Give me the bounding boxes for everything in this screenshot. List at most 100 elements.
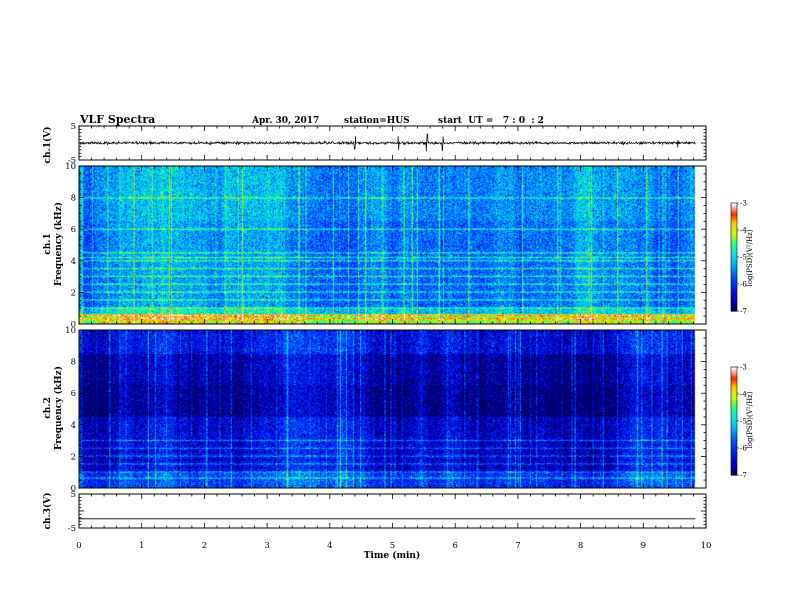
y-tick-label: 10 xyxy=(65,326,76,336)
colorbar-swatch xyxy=(731,307,737,310)
colorbar-swatch xyxy=(731,226,737,229)
colorbar-swatch xyxy=(731,408,737,411)
colorbar-swatch xyxy=(731,248,737,251)
colorbar-tick-label: -3 xyxy=(740,200,747,208)
colorbar-swatch xyxy=(731,291,737,294)
colorbar-swatch xyxy=(731,453,737,456)
x-tick-label: 8 xyxy=(578,541,583,551)
colorbar-swatch xyxy=(731,210,737,213)
colorbar-swatch xyxy=(731,439,737,442)
colorbar-swatch xyxy=(731,264,737,267)
colorbar-swatch xyxy=(731,430,737,433)
colorbar-swatch xyxy=(731,237,737,240)
colorbar-tick-label: -6 xyxy=(740,281,747,289)
colorbar-swatch xyxy=(731,448,737,451)
colorbar-swatch xyxy=(731,457,737,460)
x-tick-label: 10 xyxy=(701,541,712,551)
colorbar-swatch xyxy=(731,309,737,312)
colorbar-swatch xyxy=(731,267,737,271)
colorbar-swatch xyxy=(731,303,737,307)
colorbar-swatch xyxy=(731,437,737,440)
colorbar-swatch xyxy=(731,376,737,379)
colorbar-swatch xyxy=(731,469,737,472)
colorbar-swatch xyxy=(731,206,737,209)
colorbar-swatch xyxy=(731,395,737,399)
colorbar-swatch xyxy=(731,388,737,391)
panel-frame xyxy=(78,125,707,161)
colorbar-swatch xyxy=(731,381,737,384)
x-tick-label: 2 xyxy=(202,541,207,551)
colorbar-swatch xyxy=(731,239,737,242)
colorbar-swatch xyxy=(731,467,737,471)
colorbar-swatch xyxy=(731,431,737,435)
time-axis-label: Time (min) xyxy=(364,550,421,561)
colorbar-swatch xyxy=(731,404,737,408)
colorbar-swatch xyxy=(731,401,737,404)
colorbar-tick-label: -5 xyxy=(740,254,747,262)
colorbar-swatch xyxy=(731,406,737,409)
colorbar-swatch xyxy=(731,368,737,372)
colorbar-swatch xyxy=(731,415,737,418)
colorbar-swatch xyxy=(731,394,737,397)
ch1-colorbar: log(PSD)(V²/Hz) -3 -4 -5 -6 -7 xyxy=(730,200,754,316)
colorbar-swatch xyxy=(731,253,737,256)
panel-frame xyxy=(78,165,707,325)
colorbar-swatch xyxy=(731,233,737,236)
y-tick-label: 8 xyxy=(71,358,76,368)
y-tick-label: 0 xyxy=(71,484,76,494)
colorbar-swatch xyxy=(731,203,737,206)
colorbar-swatch xyxy=(731,235,737,238)
colorbar-swatch xyxy=(731,224,737,227)
ch1-waveform-panel: 5 -5 xyxy=(68,122,707,166)
colorbar-swatch xyxy=(731,258,737,262)
colorbar-swatch xyxy=(731,222,737,226)
y-tick-label: 4 xyxy=(71,257,76,267)
colorbar-swatch xyxy=(731,383,737,386)
colorbar-swatch xyxy=(731,421,737,424)
colorbar-swatch xyxy=(731,374,737,377)
y-tick-label: 5 xyxy=(71,490,76,500)
colorbar-swatch xyxy=(731,399,737,402)
colorbar-swatch xyxy=(731,397,737,400)
colorbar-swatch xyxy=(731,266,737,269)
x-tick-label: 4 xyxy=(327,541,332,551)
colorbar-swatch xyxy=(731,442,737,445)
colorbar-swatch xyxy=(731,244,737,247)
colorbar-swatch xyxy=(731,242,737,245)
colorbar-swatch xyxy=(731,446,737,449)
colorbar-swatch xyxy=(731,221,737,224)
colorbar-swatch xyxy=(731,426,737,429)
x-tick-label: 0 xyxy=(76,541,81,551)
colorbar-swatch xyxy=(731,249,737,253)
colorbar-swatch xyxy=(731,444,737,447)
colorbar-swatch xyxy=(731,435,737,438)
colorbar-swatch xyxy=(731,271,737,274)
colorbar-swatch xyxy=(731,464,737,467)
colorbar-swatch xyxy=(731,462,737,465)
colorbar-tick-label: -5 xyxy=(740,418,747,426)
colorbar-swatch xyxy=(731,293,737,296)
colorbar-swatch xyxy=(731,212,737,215)
x-tick-label: 1 xyxy=(139,541,144,551)
colorbar-swatch xyxy=(731,257,737,260)
x-tick-label: 5 xyxy=(390,541,395,551)
x-tick-label: 9 xyxy=(641,541,646,551)
colorbar-tick-label: -6 xyxy=(740,445,747,453)
colorbar-swatch xyxy=(731,428,737,431)
colorbar-swatch xyxy=(731,367,737,370)
colorbar-swatch xyxy=(731,298,737,301)
colorbar-swatch xyxy=(731,422,737,426)
ch1-spectrogram-image xyxy=(79,166,706,324)
colorbar-swatch xyxy=(731,269,737,272)
colorbar-swatch xyxy=(731,460,737,463)
colorbar-swatch xyxy=(731,370,737,373)
colorbar-swatch xyxy=(731,433,737,436)
colorbar-swatch xyxy=(731,285,737,289)
colorbar-swatch xyxy=(731,300,737,303)
y-tick-label: -5 xyxy=(68,524,76,534)
colorbar-swatch xyxy=(731,302,737,305)
ch2-colorbar-label: log(PSD)(V²/Hz) xyxy=(746,391,754,448)
y-tick-label: 4 xyxy=(71,421,76,431)
colorbar-swatch xyxy=(731,278,737,281)
colorbar-swatch xyxy=(731,273,737,276)
